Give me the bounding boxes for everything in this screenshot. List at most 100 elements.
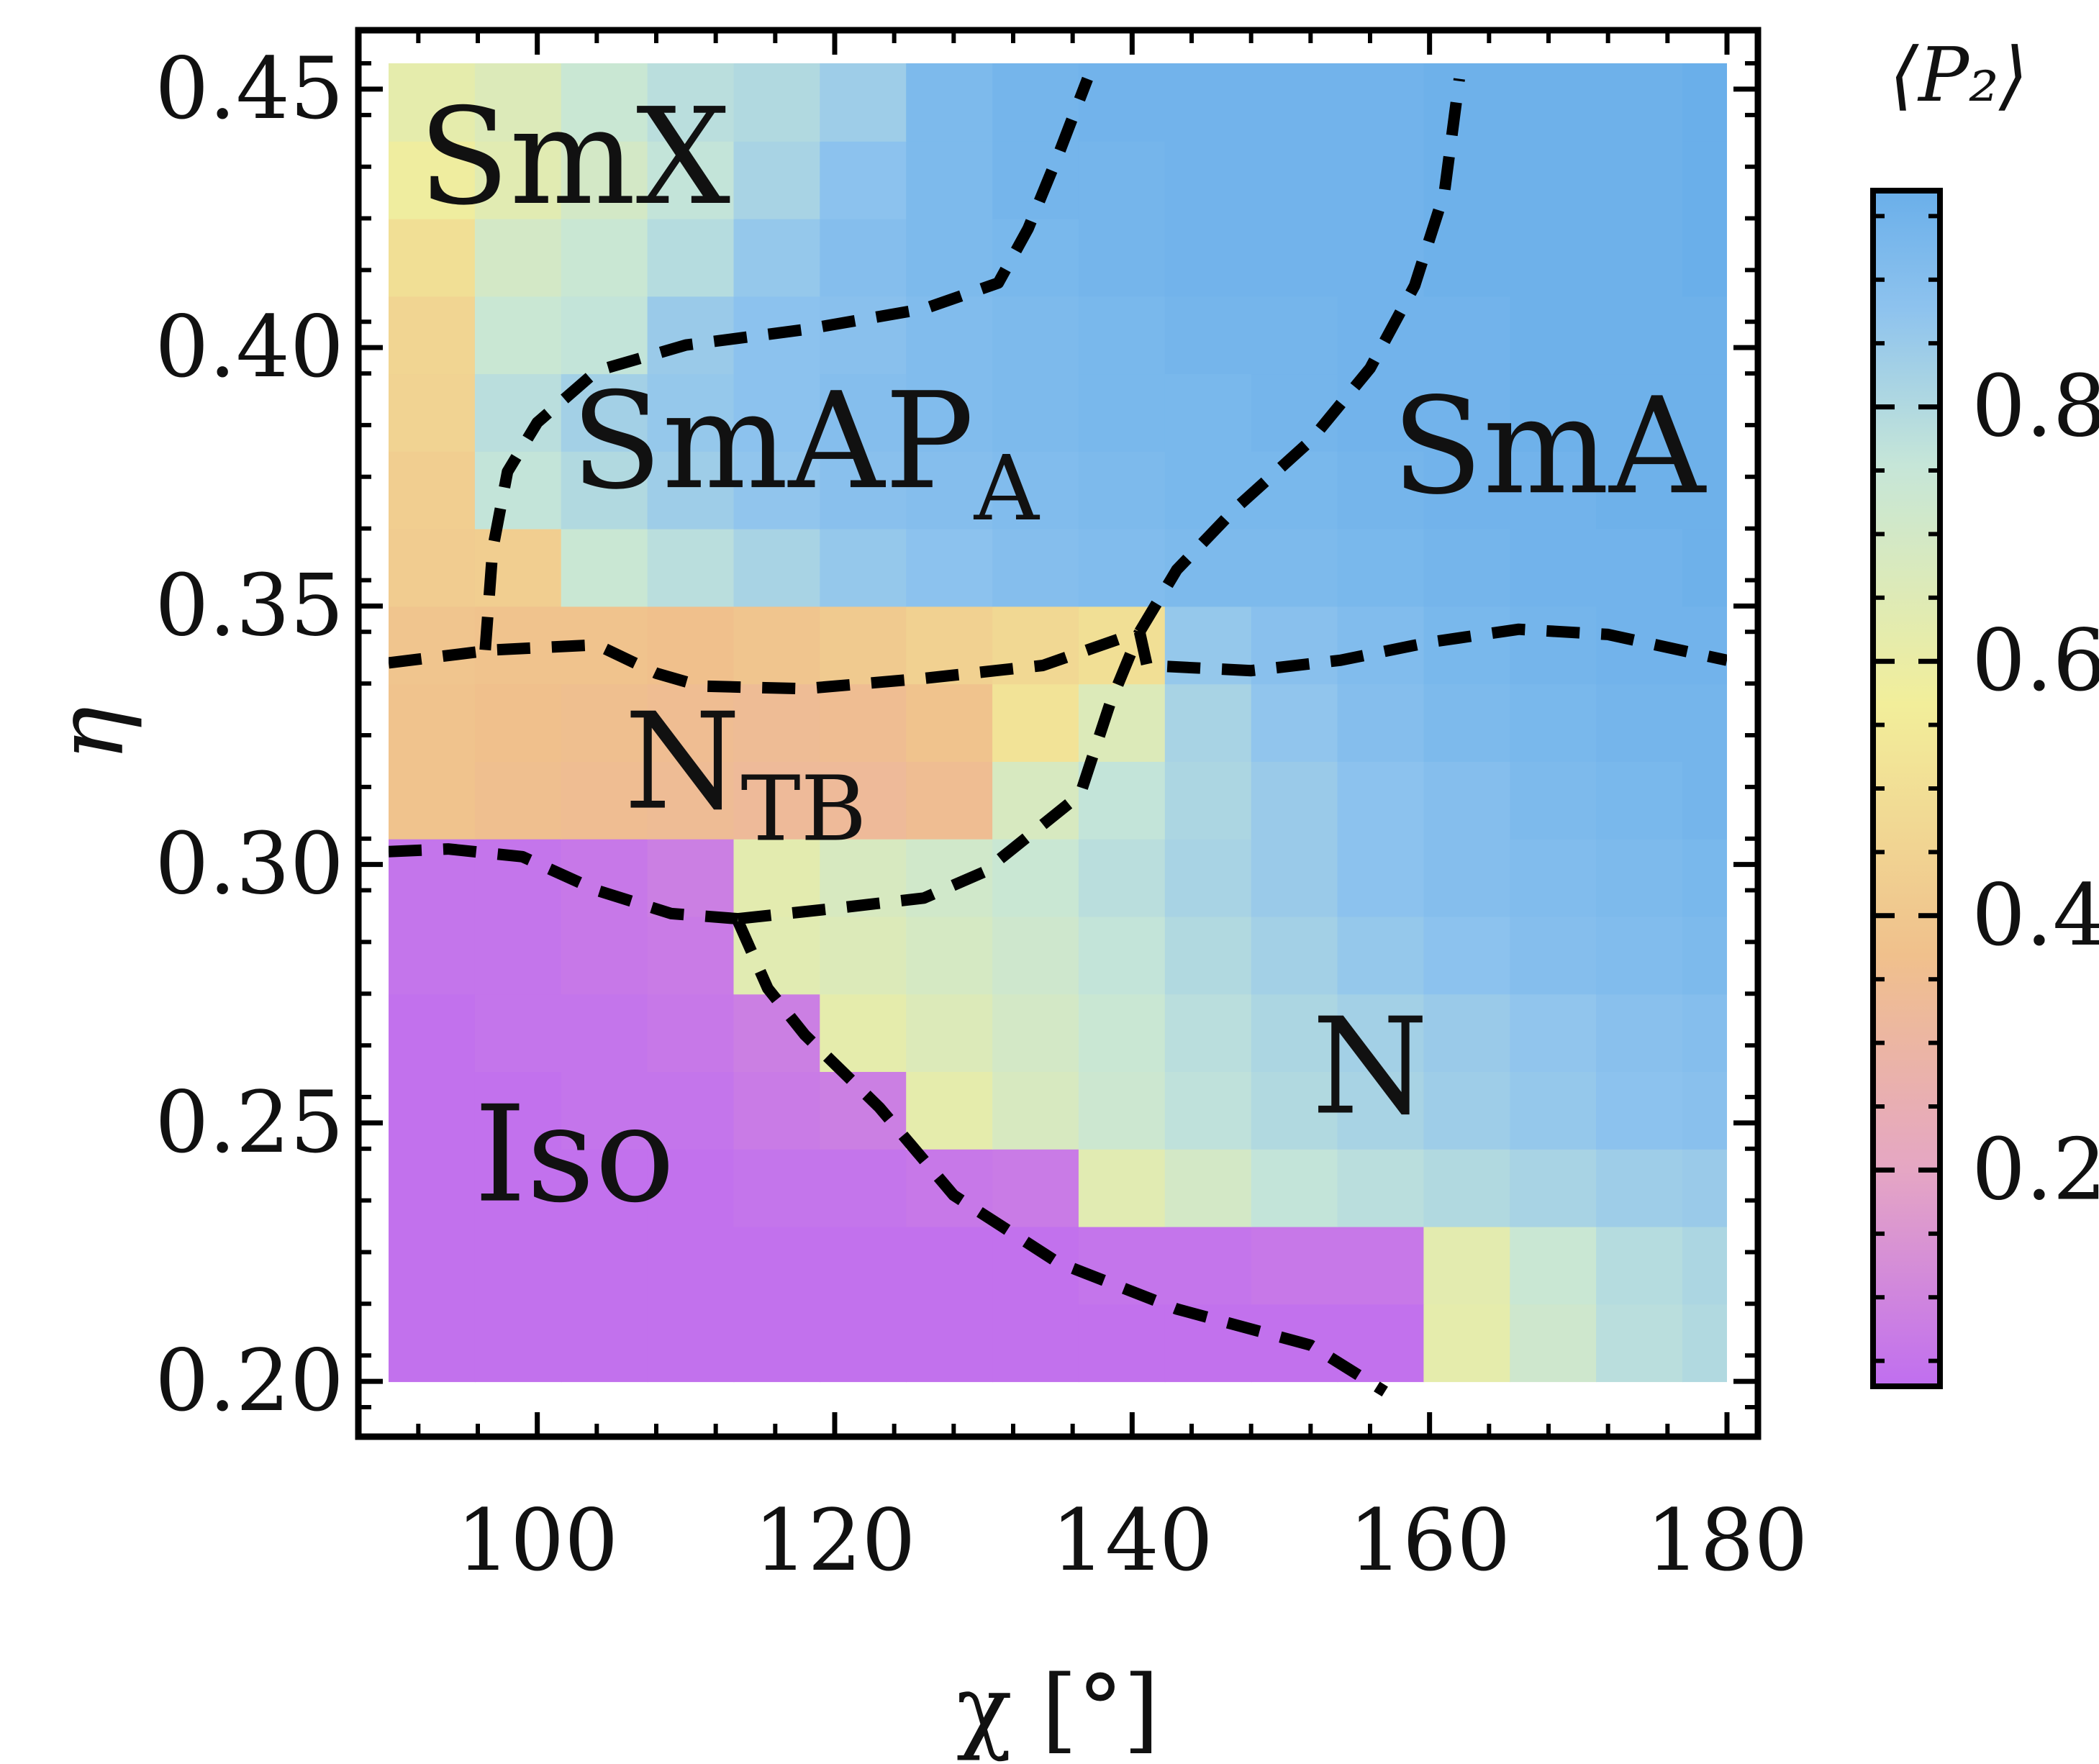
heatmap-cell — [389, 528, 476, 607]
heatmap-cell — [1423, 528, 1511, 607]
heatmap-cell — [992, 994, 1079, 1072]
heatmap-cell — [992, 916, 1079, 995]
heatmap-cell — [1423, 760, 1511, 840]
heatmap-cell — [389, 296, 476, 375]
heatmap-cell — [1510, 760, 1597, 840]
heatmap-cell — [820, 63, 907, 142]
heatmap-cell — [1596, 218, 1683, 297]
heatmap-cell — [561, 1071, 648, 1150]
heatmap-cell — [389, 1148, 476, 1227]
heatmap-cell — [1251, 838, 1338, 917]
heatmap-cell — [820, 606, 907, 685]
heatmap-cell — [733, 606, 821, 685]
x-axis-title: χ [°] — [956, 1656, 1159, 1763]
heatmap-cell — [1251, 140, 1338, 219]
heatmap-cell — [647, 838, 735, 917]
heatmap-cell — [992, 296, 1079, 375]
heatmap-cell — [1510, 1304, 1597, 1383]
heatmap-cell — [1251, 218, 1338, 297]
heatmap-cell — [1682, 916, 1727, 995]
heatmap-cell — [474, 296, 562, 375]
heatmap-cell — [647, 373, 735, 452]
colorbar-tick-label: 0.8 — [1972, 357, 2099, 456]
heatmap-cell — [561, 1226, 648, 1305]
heatmap-cell — [992, 760, 1079, 840]
y-tick-label: 0.35 — [155, 555, 344, 655]
heatmap-cell — [1682, 450, 1727, 529]
heatmap-cell — [992, 1071, 1079, 1150]
phase-boundary-line — [1134, 78, 1465, 635]
heatmap-cell — [1596, 528, 1683, 607]
heatmap-cell — [389, 1226, 476, 1305]
heatmap-cell — [474, 916, 562, 995]
heatmap-cell — [474, 838, 562, 917]
heatmap-cell — [1078, 218, 1166, 297]
heatmap-cell — [647, 916, 735, 995]
heatmap-cell — [647, 528, 735, 607]
heatmap-cell — [1682, 994, 1727, 1072]
heatmap-cell — [733, 450, 821, 529]
heatmap-cell — [1510, 1148, 1597, 1227]
heatmap-cell — [1423, 296, 1511, 375]
heatmap-cell — [561, 1304, 648, 1383]
heatmap-cell — [820, 1226, 907, 1305]
heatmap-cell — [1164, 994, 1252, 1072]
heatmap-cell — [1337, 760, 1425, 840]
heatmap-cell — [389, 1304, 476, 1383]
heatmap-cell — [820, 760, 907, 840]
heatmap-cell — [1078, 528, 1166, 607]
heatmap-cell — [992, 140, 1079, 219]
heatmap-cell — [1078, 140, 1166, 219]
heatmap-cell — [474, 683, 562, 762]
heatmap-cell — [389, 916, 476, 995]
heatmap-cell — [820, 450, 907, 529]
heatmap-cell — [1164, 63, 1252, 142]
phase-label: SmA — [1392, 368, 1707, 524]
heatmap-cell — [1596, 760, 1683, 840]
heatmap-cell — [1164, 1304, 1252, 1383]
heatmap-cell — [733, 63, 821, 142]
heatmap-cell — [389, 218, 476, 297]
heatmap-cell — [1423, 1071, 1511, 1150]
heatmap-cell — [1164, 760, 1252, 840]
heatmap-cell — [1682, 606, 1727, 685]
heatmap-cell — [1682, 1071, 1727, 1150]
colorbar-tick-label: 0.2 — [1972, 1119, 2099, 1219]
heatmap-cell — [1682, 296, 1727, 375]
heatmap-cell — [647, 1226, 735, 1305]
heatmap-cell — [1596, 916, 1683, 995]
heatmap-cell — [1078, 838, 1166, 917]
heatmap-cell — [1164, 450, 1252, 529]
heatmap-cell — [1078, 373, 1166, 452]
heatmap-cell — [1337, 838, 1425, 917]
heatmap-cell — [474, 373, 562, 452]
heatmap-cell — [992, 1148, 1079, 1227]
heatmap-cell — [992, 1226, 1079, 1305]
heatmap-cell — [1682, 528, 1727, 607]
heatmap-cell — [733, 1226, 821, 1305]
heatmap-cell — [733, 916, 821, 995]
heatmap-cell — [1337, 140, 1425, 219]
heatmap-cell — [1596, 140, 1683, 219]
heatmap-cell — [906, 994, 994, 1072]
heatmap-cell — [1423, 373, 1511, 452]
heatmap-cell — [1596, 1226, 1683, 1305]
heatmap-cell — [1337, 994, 1425, 1072]
x-tick-labels: 100 120 140 160 180 — [456, 1491, 1808, 1590]
heatmap-cell — [1596, 1071, 1683, 1150]
heatmap-cell — [1251, 994, 1338, 1072]
heatmap-cell — [389, 994, 476, 1072]
heatmap-cell — [1682, 683, 1727, 762]
phase-label: N — [1312, 989, 1428, 1145]
heatmap-cell — [820, 916, 907, 995]
heatmap-cell — [1596, 373, 1683, 452]
heatmap-cell — [733, 1071, 821, 1150]
heatmap-cell — [1337, 1148, 1425, 1227]
y-tick-label: 0.20 — [155, 1331, 344, 1430]
colorbar-tick-label: 0.4 — [1972, 865, 2099, 965]
heatmap-cell — [561, 760, 648, 840]
heatmap-cell — [1251, 1148, 1338, 1227]
x-tick-label: 160 — [1348, 1491, 1510, 1590]
heatmap-cell — [906, 140, 994, 219]
